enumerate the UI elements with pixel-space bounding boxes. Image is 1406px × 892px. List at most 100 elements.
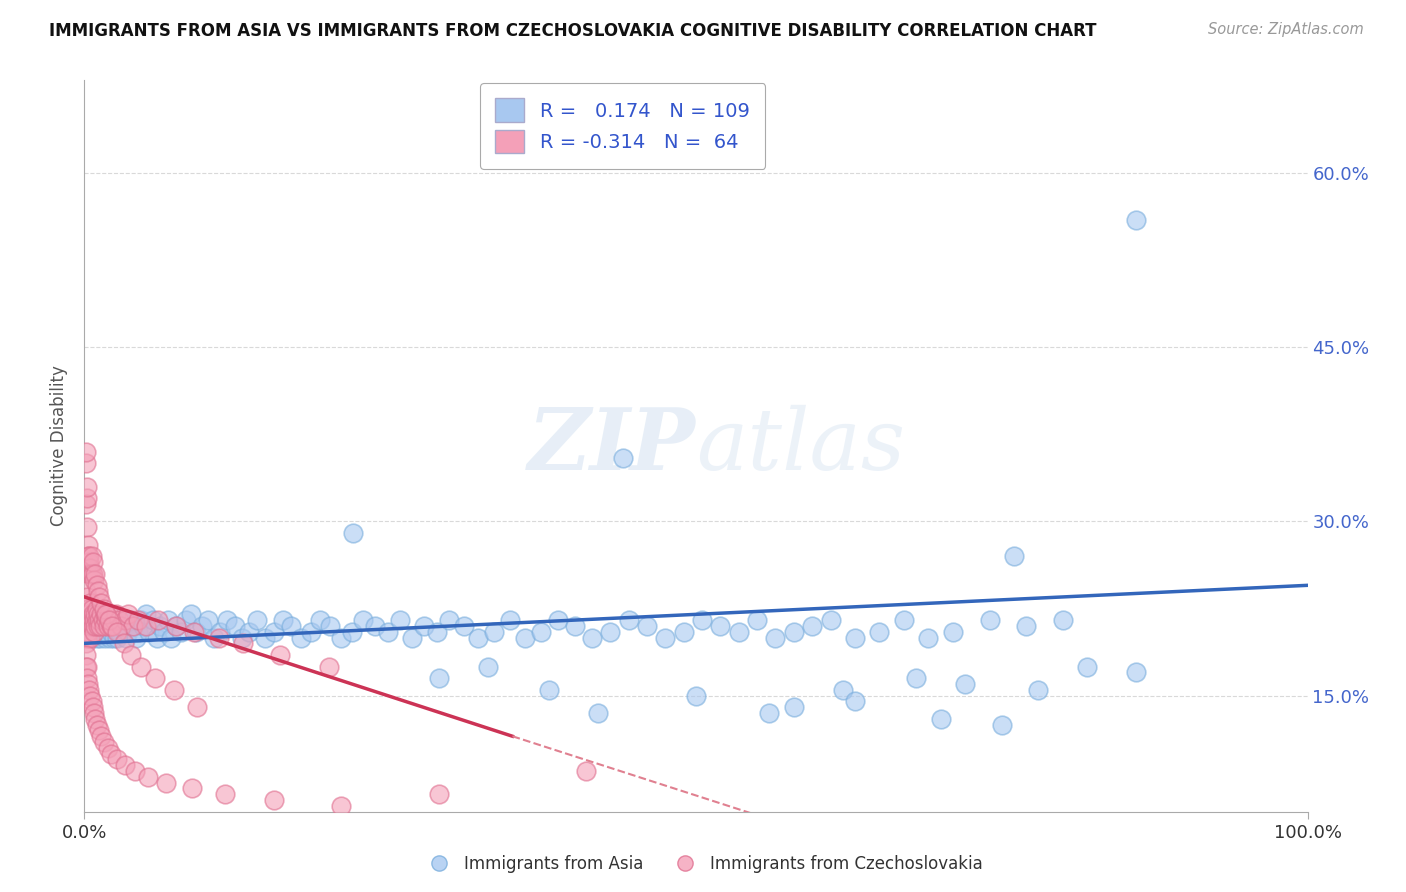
Point xyxy=(427,787,450,801)
Point xyxy=(163,682,186,697)
Point xyxy=(654,631,676,645)
Point xyxy=(75,584,97,599)
Point xyxy=(82,607,104,622)
Point xyxy=(224,619,246,633)
Point xyxy=(84,566,107,581)
Point xyxy=(186,700,208,714)
Point xyxy=(90,729,112,743)
Point xyxy=(377,624,399,639)
Point xyxy=(82,566,104,581)
Point xyxy=(79,561,101,575)
Point xyxy=(86,613,108,627)
Legend: Immigrants from Asia, Immigrants from Czechoslovakia: Immigrants from Asia, Immigrants from Cz… xyxy=(416,848,990,880)
Point xyxy=(685,689,707,703)
Point xyxy=(953,677,976,691)
Point xyxy=(96,607,118,622)
Point xyxy=(599,624,621,639)
Point xyxy=(143,671,166,685)
Point xyxy=(105,624,128,639)
Point xyxy=(80,601,103,615)
Point xyxy=(98,631,121,645)
Point xyxy=(97,607,120,622)
Point xyxy=(76,631,98,645)
Point xyxy=(100,747,122,761)
Point xyxy=(238,624,260,639)
Point xyxy=(90,607,112,622)
Point xyxy=(79,613,101,627)
Point xyxy=(80,549,103,564)
Point xyxy=(401,631,423,645)
Point xyxy=(104,619,127,633)
Point xyxy=(91,613,114,627)
Point xyxy=(231,631,253,645)
Point xyxy=(97,613,120,627)
Point xyxy=(114,613,136,627)
Point xyxy=(214,787,236,801)
Point xyxy=(98,613,121,627)
Point xyxy=(77,624,100,639)
Point xyxy=(112,636,135,650)
Point xyxy=(91,613,114,627)
Point xyxy=(75,613,97,627)
Point xyxy=(709,619,731,633)
Point xyxy=(453,619,475,633)
Point xyxy=(437,613,460,627)
Point xyxy=(75,636,97,650)
Point xyxy=(96,613,118,627)
Point xyxy=(844,631,866,645)
Point xyxy=(929,712,952,726)
Point xyxy=(467,631,489,645)
Point xyxy=(107,613,129,627)
Point xyxy=(94,631,117,645)
Point xyxy=(124,764,146,778)
Point xyxy=(93,619,115,633)
Point xyxy=(747,613,769,627)
Point xyxy=(330,798,353,813)
Point xyxy=(765,631,787,645)
Point xyxy=(135,607,157,622)
Point xyxy=(77,549,100,564)
Point xyxy=(513,631,536,645)
Point xyxy=(129,613,152,627)
Point xyxy=(575,764,598,778)
Point xyxy=(107,624,129,639)
Point xyxy=(76,520,98,534)
Point xyxy=(82,619,104,633)
Point xyxy=(103,613,125,627)
Point xyxy=(87,613,110,627)
Point xyxy=(79,619,101,633)
Point xyxy=(318,659,340,673)
Point xyxy=(893,613,915,627)
Point xyxy=(426,624,449,639)
Point xyxy=(89,619,111,633)
Point xyxy=(330,631,353,645)
Point xyxy=(114,758,136,772)
Point xyxy=(77,677,100,691)
Point xyxy=(76,619,98,633)
Point xyxy=(783,700,806,714)
Point xyxy=(97,619,120,633)
Point xyxy=(783,624,806,639)
Point xyxy=(76,659,98,673)
Point xyxy=(93,601,115,615)
Point xyxy=(86,631,108,645)
Point xyxy=(184,624,207,639)
Point xyxy=(191,619,214,633)
Point xyxy=(87,607,110,622)
Point xyxy=(75,445,97,459)
Point xyxy=(209,624,232,639)
Point xyxy=(76,619,98,633)
Point xyxy=(105,607,128,622)
Point xyxy=(77,682,100,697)
Point xyxy=(77,549,100,564)
Point xyxy=(1076,659,1098,673)
Point xyxy=(89,631,111,645)
Point xyxy=(115,631,138,645)
Point xyxy=(801,619,824,633)
Legend: R =   0.174   N = 109, R = -0.314   N =  64: R = 0.174 N = 109, R = -0.314 N = 64 xyxy=(479,83,765,169)
Point xyxy=(269,648,291,662)
Point xyxy=(80,694,103,708)
Point xyxy=(564,619,586,633)
Point xyxy=(1015,619,1038,633)
Point xyxy=(174,613,197,627)
